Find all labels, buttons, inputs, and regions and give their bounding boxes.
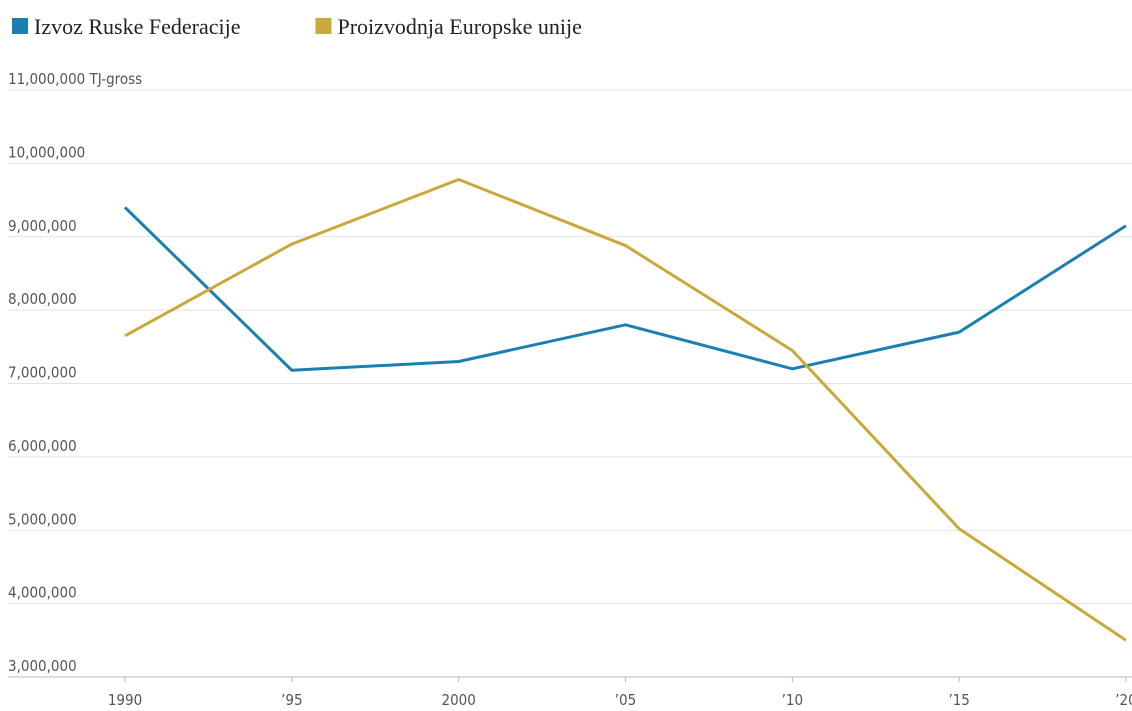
y-tick-label: 7,000,000	[8, 364, 77, 382]
x-tick-label: ’05	[615, 691, 636, 709]
legend-swatch	[315, 18, 332, 34]
y-tick-label: 5,000,000	[8, 510, 77, 528]
series-line	[124, 178, 1127, 642]
legend-label: Proizvodnja Europske unije	[337, 14, 581, 39]
y-tick-label: 8,000,000	[8, 290, 77, 308]
x-tick-label: ’15	[948, 691, 969, 709]
series-line	[123, 206, 1127, 372]
y-tick-label: 6,000,000	[8, 437, 77, 455]
y-tick-label: 11,000,000 TJ-gross	[8, 70, 142, 88]
x-tick-label: ’20	[1115, 691, 1132, 709]
x-tick-label: ’10	[782, 691, 803, 709]
x-tick-label: 2000	[441, 691, 475, 709]
y-tick-label: 10,000,000	[8, 143, 85, 161]
y-tick-label: 4,000,000	[8, 584, 77, 602]
legend-swatch	[12, 18, 28, 34]
y-tick-label: 9,000,000	[8, 217, 77, 235]
x-tick-label: ’95	[281, 691, 302, 709]
y-tick-label: 3,000,000	[8, 657, 77, 675]
x-tick-label: 1990	[108, 691, 142, 709]
legend-label: Izvoz Ruske Federacije	[34, 14, 240, 39]
